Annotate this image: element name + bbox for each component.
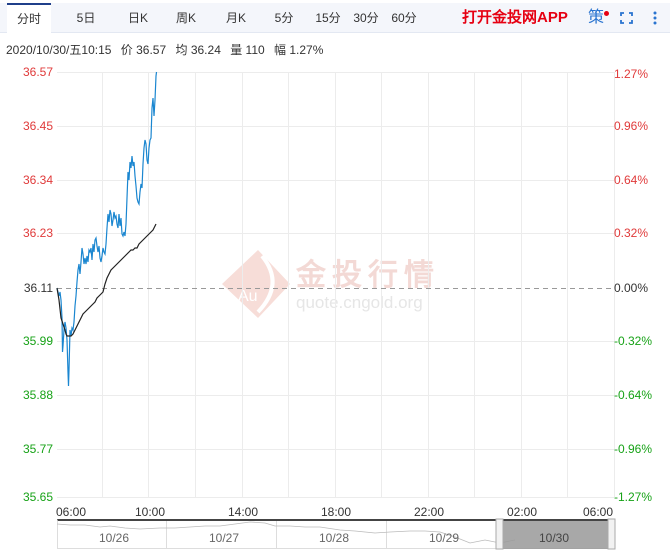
navigator-selection [500,521,610,549]
navigator-date-selected: 10/30 [539,531,570,545]
info-avg: 均 36.24 [175,43,221,57]
tab-monthly-k[interactable]: 月K [225,11,246,25]
tab-daily-k[interactable]: 日K [127,11,148,25]
y-label-right: -0.64% [614,388,653,402]
watermark-url: quote.cngold.org [296,293,423,312]
navigator-mini-line [56,521,516,544]
info-price: 价 36.57 [120,43,167,57]
y-label-left: 36.45 [22,119,53,133]
y-label-right: 0.00% [614,281,649,295]
x-label: 22:00 [414,505,445,519]
y-label-left: 36.34 [22,173,53,187]
info-volume: 量 110 [230,43,265,57]
y-label-right: 1.27% [614,67,649,81]
tab-60min[interactable]: 60分 [391,11,417,25]
y-label-left: 35.77 [22,442,53,456]
y-label-left: 35.88 [22,388,53,402]
more-vertical-icon[interactable] [653,10,657,26]
y-label-left: 35.99 [22,334,53,348]
y-label-left: 36.23 [22,226,53,240]
x-label: 06:00 [56,505,87,519]
y-label-left: 36.57 [22,65,53,79]
y-label-right: 0.64% [614,173,649,187]
y-label-right: 0.96% [614,119,649,133]
info-datetime: 2020/10/30/五10:15 [6,43,112,57]
tab-15min[interactable]: 15分 [315,11,341,25]
tab-5day[interactable]: 5日 [76,11,96,25]
tab-30min[interactable]: 30分 [353,11,379,25]
y-label-right: -1.27% [614,490,653,504]
fullscreen-icon[interactable] [620,12,633,24]
price-line [56,71,158,387]
y-label-left: 36.11 [23,281,53,295]
navigator-date: 10/28 [319,531,350,545]
navigator-handle-left [495,518,504,550]
x-label: 06:00 [583,505,614,519]
strategy-button[interactable]: 策 [588,9,605,26]
navigator-date: 10/26 [99,531,130,545]
y-label-right: 0.32% [614,226,649,240]
x-label: 02:00 [507,505,538,519]
info-change: 幅 1.27% [274,43,324,57]
x-label: 14:00 [228,505,259,519]
navigator-handle-right [607,518,616,550]
period-tab-bar: 分时 5日 日K 周K 月K 5分 15分 30分 60分 打开金投网APP 策 [0,3,670,34]
vertical-grid [102,72,615,497]
quote-info-line: 2020/10/30/五10:15 价 36.57 均 36.24 量 110 … [6,41,329,58]
tab-5min[interactable]: 5分 [274,11,294,25]
y-label-right: -0.96% [614,442,653,456]
x-label: 10:00 [135,505,166,519]
notification-dot-icon [604,11,609,16]
watermark-title: 金投行情 [296,259,440,292]
navigator-date: 10/29 [429,531,460,545]
y-label-left: 35.65 [22,490,53,504]
tab-intraday[interactable]: 分时 [7,3,51,34]
tab-weekly-k[interactable]: 周K [175,11,196,25]
navigator-date: 10/27 [209,531,240,545]
open-app-link[interactable]: 打开金投网APP [462,9,568,26]
avg-line [56,223,157,337]
x-label: 18:00 [321,505,352,519]
y-label-right: -0.32% [614,334,653,348]
